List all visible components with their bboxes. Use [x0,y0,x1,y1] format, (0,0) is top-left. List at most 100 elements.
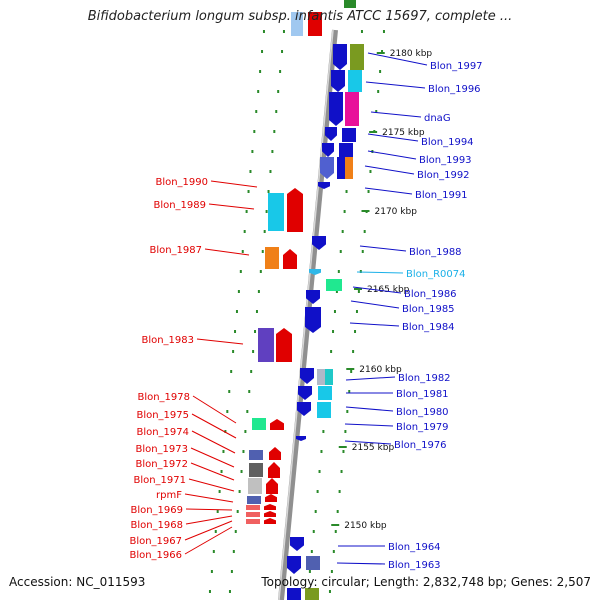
gene-label-left[interactable]: rpmF [156,490,182,501]
label-leader-left [208,203,255,210]
gene-feature[interactable] [317,402,331,418]
gene-feature-reverse[interactable] [325,127,337,141]
label-leader-right [344,440,392,445]
gene-label-right[interactable]: Blon_1963 [388,560,441,571]
gene-label-right[interactable]: Blon_1981 [396,389,449,400]
gene-label-right[interactable]: dnaG [424,113,451,124]
gene-feature-forward[interactable] [264,511,276,517]
gene-feature-reverse[interactable] [329,92,343,126]
gene-label-right[interactable]: Blon_R0074 [406,269,466,280]
genome-summary: Topology: circular; Length: 2,832,748 bp… [261,575,591,589]
gene-label-left[interactable]: Blon_1969 [130,505,183,516]
gene-label-left[interactable]: Blon_1987 [149,245,202,256]
gene-feature[interactable] [337,157,345,179]
gene-feature-reverse[interactable] [300,368,314,384]
gene-label-left[interactable]: Blon_1990 [155,177,208,188]
gene-label-left[interactable]: Blon_1968 [130,520,183,531]
gene-feature-reverse[interactable] [298,386,312,400]
gene-feature[interactable] [265,247,279,269]
gene-feature-forward[interactable] [276,328,292,362]
gene-label-right[interactable]: Blon_1993 [419,155,472,166]
gene-feature[interactable] [342,128,356,142]
gene-label-right[interactable]: Blon_1991 [415,190,468,201]
gene-feature-forward[interactable] [287,188,303,232]
gene-feature[interactable] [348,70,362,92]
gene-label-left[interactable]: Blon_1973 [135,444,188,455]
gene-feature[interactable] [318,386,332,400]
gene-feature-forward[interactable] [264,518,276,524]
gene-feature[interactable] [246,519,260,524]
gene-label-right[interactable]: Blon_1979 [396,422,449,433]
gene-feature-reverse[interactable] [309,269,321,275]
gene-label-right[interactable]: Blon_1976 [394,440,447,451]
gene-label-right[interactable]: Blon_1996 [428,84,481,95]
gene-feature-reverse[interactable] [322,143,334,157]
gene-feature[interactable] [252,418,266,430]
gene-feature[interactable] [305,588,319,600]
gene-feature-forward[interactable] [266,478,278,494]
label-leader-left [192,395,237,424]
gene-feature[interactable] [350,44,364,70]
gene-feature[interactable] [258,328,274,362]
label-leader-left [185,508,233,511]
gene-feature-reverse[interactable] [290,537,304,551]
gene-feature-reverse[interactable] [305,307,321,333]
gene-feature-reverse[interactable] [297,402,311,416]
gene-label-left[interactable]: Blon_1989 [153,200,206,211]
gene-feature[interactable] [246,512,260,517]
gene-feature-forward[interactable] [270,419,284,430]
gene-label-left[interactable]: Blon_1966 [129,550,182,561]
kbp-label: 2170 kbp [375,207,418,217]
gene-feature[interactable] [317,369,325,385]
gene-feature[interactable] [344,0,356,8]
gene-label-right[interactable]: Blon_1984 [402,322,455,333]
gene-label-left[interactable]: Blon_1975 [136,410,189,421]
gene-label-right[interactable]: Blon_1986 [404,289,457,300]
gene-feature[interactable] [325,369,333,385]
gene-label-left[interactable]: Blon_1978 [137,392,190,403]
gene-feature-reverse[interactable] [306,290,320,304]
gene-label-right[interactable]: Blon_1980 [396,407,449,418]
gene-feature-forward[interactable] [269,447,281,460]
gene-feature-reverse[interactable] [296,436,306,441]
gene-feature[interactable] [308,12,322,36]
label-leader-left [196,338,244,345]
gene-feature-forward[interactable] [264,504,276,510]
gene-label-right[interactable]: Blon_1982 [398,373,451,384]
gene-feature-forward[interactable] [265,494,277,502]
gene-feature-forward[interactable] [283,249,297,269]
gene-feature[interactable] [345,157,353,179]
gene-feature-reverse[interactable] [320,157,334,179]
gene-label-left[interactable]: Blon_1967 [129,536,182,547]
gene-feature[interactable] [345,92,359,126]
gene-feature[interactable] [291,12,303,36]
gene-label-left[interactable]: Blon_1972 [135,459,188,470]
gene-feature[interactable] [249,450,263,460]
gene-feature[interactable] [249,463,263,477]
gene-label-right[interactable]: Blon_1994 [421,137,474,148]
gene-feature[interactable] [247,496,261,504]
gene-feature[interactable] [246,505,260,510]
gene-label-left[interactable]: Blon_1974 [136,427,189,438]
gene-feature-reverse[interactable] [287,556,301,574]
gene-feature[interactable] [268,193,284,231]
gene-label-right[interactable]: Blon_1997 [430,61,483,72]
gene-feature-reverse[interactable] [312,236,326,250]
gene-feature[interactable] [306,556,320,570]
gene-label-right[interactable]: Blon_1988 [409,247,462,258]
label-leader-right [365,81,426,89]
gene-label-right[interactable]: Blon_1964 [388,542,441,553]
gene-feature-reverse[interactable] [318,182,330,189]
gene-feature[interactable] [326,279,342,291]
gene-feature[interactable] [248,478,262,494]
gene-label-right[interactable]: Blon_1985 [402,304,455,315]
gene-label-left[interactable]: Blon_1971 [133,475,186,486]
gene-label-left[interactable]: Blon_1983 [141,335,194,346]
gene-feature-reverse[interactable] [333,44,347,70]
gene-label-right[interactable]: Blon_1992 [417,170,470,181]
gene-feature[interactable] [287,588,301,600]
gene-feature-forward[interactable] [268,462,280,478]
gene-feature[interactable] [339,143,353,157]
gene-feature-reverse[interactable] [331,70,345,92]
